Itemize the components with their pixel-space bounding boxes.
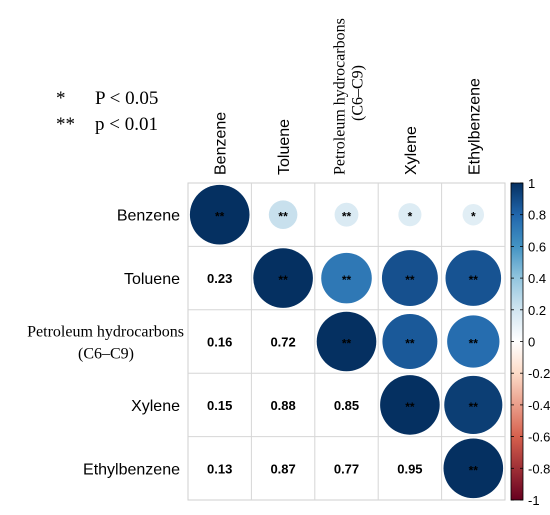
corr-value: 0.15: [207, 398, 232, 413]
corr-circle: [443, 438, 504, 499]
corr-circle: [462, 203, 485, 226]
sig-mark: **: [469, 463, 479, 477]
colorbar-tick-label: -0.2: [528, 366, 550, 381]
sig-mark: **: [215, 210, 225, 224]
corr-circle: [380, 375, 440, 435]
corr-circle: [321, 252, 372, 304]
colorbar-tick-label: 0.8: [528, 208, 546, 223]
corr-circle: [444, 375, 503, 434]
col-label: Petroleum hydrocarbons: [332, 18, 349, 175]
colorbar-tick-label: 0.4: [528, 271, 546, 286]
row-label: Ethylbenzene: [83, 461, 180, 478]
corr-circle: [189, 184, 250, 245]
colorbar-tick-label: 1: [528, 176, 535, 191]
corr-circle: [268, 200, 298, 229]
sig-legend-text: P < 0.05: [95, 88, 158, 109]
corr-circle: [381, 250, 438, 307]
col-label: Xylene: [403, 126, 420, 175]
sig-legend-symbol: **: [56, 114, 75, 135]
colorbar-tick-label: -0.8: [528, 461, 550, 476]
sig-mark: **: [405, 337, 415, 351]
sig-mark: **: [278, 210, 288, 224]
corr-value: 0.87: [270, 461, 295, 476]
sig-mark: **: [469, 273, 479, 287]
colorbar-tick-label: 0: [528, 335, 535, 350]
colorbar-tick-label: -0.6: [528, 430, 550, 445]
corr-circle: [447, 315, 500, 368]
corr-circle: [382, 314, 438, 369]
sig-mark: **: [342, 273, 352, 287]
corr-value: 0.85: [334, 398, 359, 413]
row-label: Benzene: [117, 208, 180, 225]
sig-mark: **: [342, 210, 352, 224]
corr-value: 0.13: [207, 461, 232, 476]
corr-value: 0.23: [207, 271, 232, 286]
row-label: Xylene: [131, 398, 180, 415]
corr-circle: [334, 202, 359, 227]
col-label: (C6–C9): [350, 65, 367, 121]
corr-circle: [253, 248, 313, 308]
corr-circle: [316, 311, 377, 372]
corr-value: 0.95: [397, 461, 422, 476]
row-label: Petroleum hydrocarbons: [27, 324, 184, 341]
corr-value: 0.16: [207, 335, 232, 350]
row-label: (C6–C9): [78, 346, 134, 363]
col-label: Ethylbenzene: [466, 78, 483, 175]
sig-legend-symbol: *: [56, 88, 66, 109]
corr-circle: [445, 250, 502, 306]
col-label: Benzene: [213, 112, 230, 175]
colorbar-tick-label: -1: [528, 493, 540, 508]
corr-value: 0.88: [270, 398, 295, 413]
colorbar-tick-label: 0.6: [528, 239, 546, 254]
sig-mark: *: [408, 210, 413, 224]
sig-mark: **: [469, 337, 479, 351]
colorbar-tick-label: -0.4: [528, 398, 550, 413]
row-label: Toluene: [124, 271, 180, 288]
col-label: Toluene: [276, 119, 293, 175]
sig-mark: **: [278, 273, 288, 287]
sig-legend-text: p < 0.01: [95, 114, 158, 135]
corr-value: 0.77: [334, 461, 359, 476]
sig-mark: **: [342, 337, 352, 351]
corr-circle: [398, 203, 422, 227]
sig-mark: *: [471, 210, 476, 224]
corr-value: 0.72: [270, 335, 295, 350]
colorbar-tick-label: 0.2: [528, 303, 546, 318]
sig-mark: **: [405, 400, 415, 414]
sig-mark: **: [405, 273, 415, 287]
sig-mark: **: [469, 400, 479, 414]
